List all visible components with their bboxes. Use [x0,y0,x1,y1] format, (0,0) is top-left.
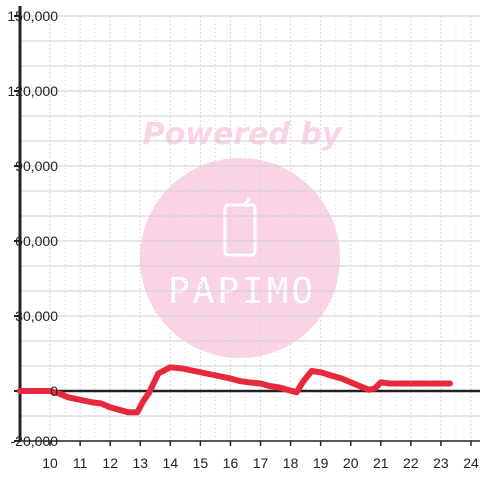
phone-icon [223,197,257,257]
y-tick-label: 30,000 [15,308,58,324]
data-point [167,364,173,370]
data-point [258,381,264,386]
data-point [140,398,146,404]
data-point [420,381,426,386]
data-point [267,383,273,389]
data-point [408,381,414,386]
data-point [116,407,122,413]
x-tick-label: 10 [42,455,58,471]
data-point [65,394,71,400]
data-point [339,376,345,381]
data-point [387,381,393,386]
data-point [309,368,315,374]
y-tick-label: 0 [50,383,58,399]
y-tick-label: 150,000 [7,8,58,24]
data-point [372,386,378,391]
data-point [155,371,161,376]
data-point [378,379,384,385]
data-point [447,381,453,386]
x-tick-label: 20 [343,455,359,471]
data-point [125,409,131,415]
data-point [227,376,233,381]
x-tick-label: 21 [373,455,389,471]
watermark-circle [140,158,340,358]
data-point [191,368,197,374]
data-point [285,387,291,393]
x-tick-label: 16 [223,455,239,471]
data-point [300,379,306,385]
data-point [294,389,300,395]
data-point [245,379,251,385]
series-layer [17,364,453,416]
data-point [432,381,438,386]
data-point [203,371,209,376]
x-tick-label: 19 [313,455,329,471]
data-point [77,397,83,403]
axes [14,6,480,446]
data-point [318,369,324,375]
data-point [107,404,113,410]
data-point [215,373,221,379]
powered-by-watermark: Powered by PAPIMO [140,117,343,358]
watermark-powered-by-text: Powered by [143,117,343,152]
x-tick-label: 17 [253,455,269,471]
x-tick-label: 11 [73,455,88,471]
data-point [47,388,53,394]
tick-labels: 150,000 120,000 90,000 60,000 30,000 0 -20,000… [7,8,479,471]
data-point [134,409,140,415]
data-point [276,384,282,390]
data-point [146,389,152,395]
data-point [89,399,95,405]
data-point [354,382,360,388]
y-tick-label: 90,000 [15,158,58,174]
data-point [179,366,185,371]
x-tick-label: 15 [193,455,209,471]
data-point [56,391,62,396]
data-point [360,384,366,390]
data-point [348,379,354,385]
x-tick-label: 14 [163,455,179,471]
data-point [17,388,23,394]
y-tick-label: 60,000 [15,233,58,249]
x-tick-label: 13 [132,455,148,471]
x-tick-label: 23 [433,455,449,471]
data-point [236,378,242,384]
grid [20,15,480,441]
x-tick-label: 18 [283,455,299,471]
x-tick-label: 12 [102,455,118,471]
x-tick-label: 22 [403,455,419,471]
y-tick-label: 120,000 [7,83,58,99]
data-point [98,401,104,406]
data-point [366,387,372,393]
data-point [330,373,336,379]
x-tick-label: 24 [463,455,479,471]
data-point [396,381,402,386]
y-tick-label: -20,000 [11,433,59,449]
